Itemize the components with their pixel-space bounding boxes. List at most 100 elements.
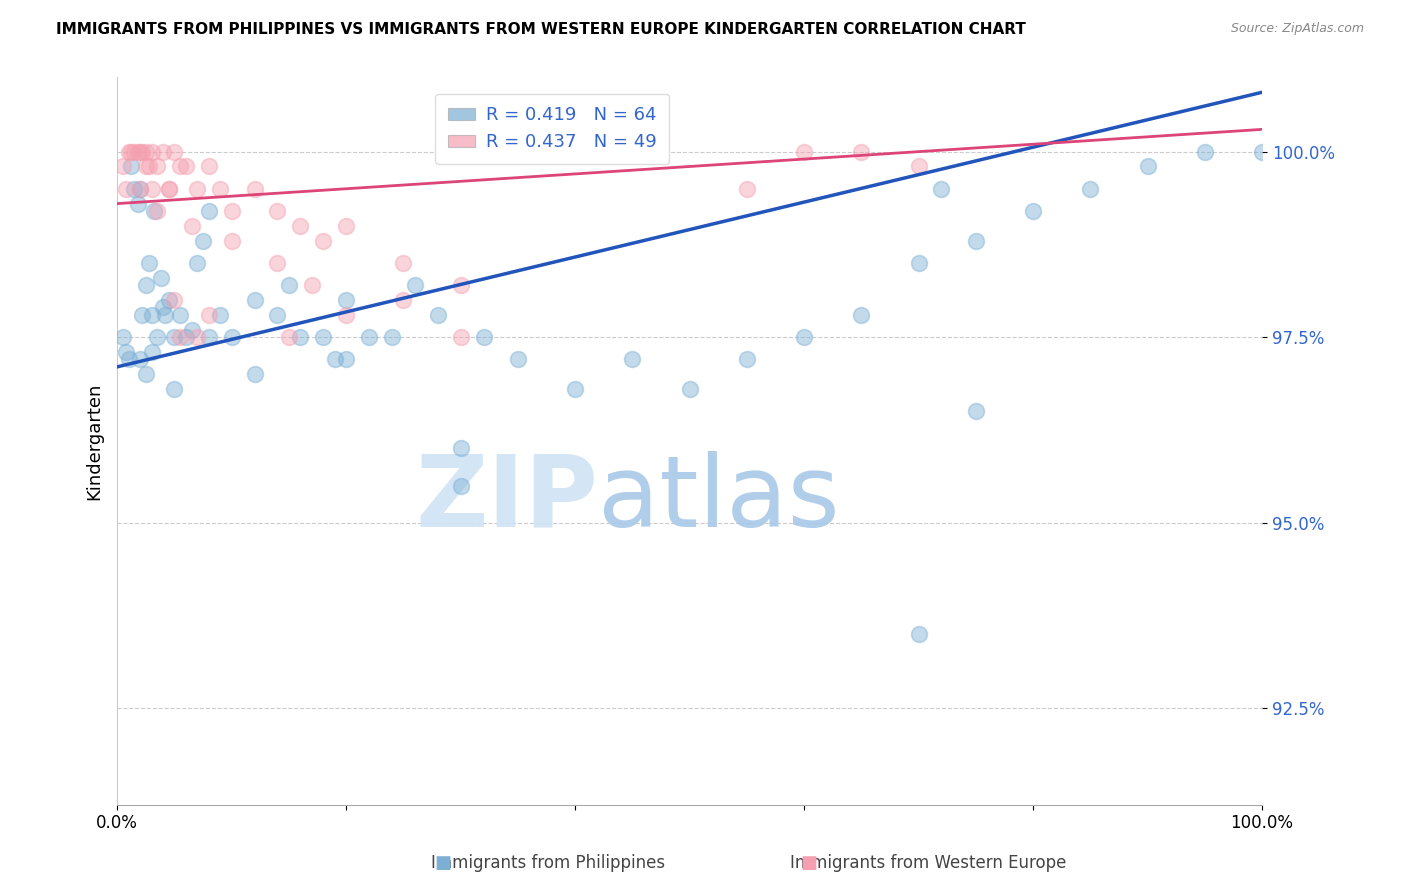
Text: Immigrants from Western Europe: Immigrants from Western Europe (790, 855, 1066, 872)
Point (124, 182, 146, 196)
Point (169, 160, 191, 174)
Point (146, 330, 169, 344)
Point (907, 627, 929, 641)
Point (221, 330, 243, 344)
Point (117, 352, 139, 367)
Point (392, 256, 415, 270)
Point (209, 182, 232, 196)
Point (965, 404, 987, 418)
Point (426, 308, 449, 322)
Point (197, 160, 219, 174)
Point (157, 182, 180, 196)
Point (157, 293, 180, 307)
Point (381, 330, 404, 344)
Point (197, 204, 219, 219)
Point (907, 256, 929, 270)
Point (138, 256, 160, 270)
Point (506, 352, 529, 367)
Text: atlas: atlas (598, 450, 839, 548)
Point (243, 182, 266, 196)
Point (290, 219, 312, 233)
Point (131, 145, 153, 159)
Point (1022, 204, 1045, 219)
Point (735, 182, 758, 196)
Point (1078, 182, 1101, 196)
Point (115, 182, 138, 196)
Point (142, 204, 165, 219)
Point (131, 308, 153, 322)
Point (197, 308, 219, 322)
Point (357, 330, 380, 344)
Point (266, 308, 288, 322)
Point (209, 308, 232, 322)
Point (124, 145, 146, 159)
Point (335, 219, 357, 233)
Point (1136, 160, 1159, 174)
Point (312, 234, 335, 248)
Point (129, 352, 152, 367)
Point (335, 293, 357, 307)
Point (907, 160, 929, 174)
Point (243, 368, 266, 382)
Point (186, 256, 208, 270)
Point (186, 182, 208, 196)
Point (735, 352, 758, 367)
Point (146, 204, 169, 219)
Point (404, 278, 426, 293)
Point (277, 330, 299, 344)
Point (450, 330, 472, 344)
Text: IMMIGRANTS FROM PHILIPPINES VS IMMIGRANTS FROM WESTERN EUROPE KINDERGARTEN CORRE: IMMIGRANTS FROM PHILIPPINES VS IMMIGRANT… (56, 22, 1026, 37)
Point (127, 196, 149, 211)
Point (290, 330, 312, 344)
Point (450, 442, 472, 456)
Point (174, 330, 197, 344)
Point (301, 278, 323, 293)
Legend: R = 0.419   N = 64, R = 0.437   N = 49: R = 0.419 N = 64, R = 0.437 N = 49 (436, 94, 669, 164)
Point (793, 145, 815, 159)
Point (450, 478, 472, 492)
Point (793, 330, 815, 344)
Point (146, 160, 169, 174)
Point (312, 330, 335, 344)
Text: ■: ■ (800, 855, 817, 872)
Point (678, 382, 700, 396)
Point (135, 160, 157, 174)
Point (472, 330, 495, 344)
Point (155, 308, 177, 322)
Point (186, 330, 208, 344)
Point (163, 293, 186, 307)
Point (851, 145, 873, 159)
Point (152, 301, 174, 315)
Text: ZIP: ZIP (415, 450, 598, 548)
Point (335, 308, 357, 322)
Point (965, 234, 987, 248)
Point (621, 352, 644, 367)
Point (180, 219, 202, 233)
Point (141, 345, 163, 359)
Point (129, 182, 152, 196)
Point (117, 145, 139, 159)
Point (135, 368, 157, 382)
Point (1251, 145, 1274, 159)
Point (392, 293, 415, 307)
Text: ■: ■ (434, 855, 451, 872)
Point (111, 330, 134, 344)
Point (243, 293, 266, 307)
Point (169, 330, 191, 344)
Point (197, 330, 219, 344)
Point (851, 308, 873, 322)
Point (323, 352, 346, 367)
Point (120, 145, 142, 159)
Point (129, 182, 152, 196)
Point (180, 323, 202, 337)
Point (266, 256, 288, 270)
Point (152, 145, 174, 159)
Point (129, 145, 152, 159)
Point (221, 234, 243, 248)
Point (163, 330, 186, 344)
Point (141, 145, 163, 159)
Point (127, 145, 149, 159)
Point (141, 308, 163, 322)
Point (111, 160, 134, 174)
Point (266, 204, 288, 219)
